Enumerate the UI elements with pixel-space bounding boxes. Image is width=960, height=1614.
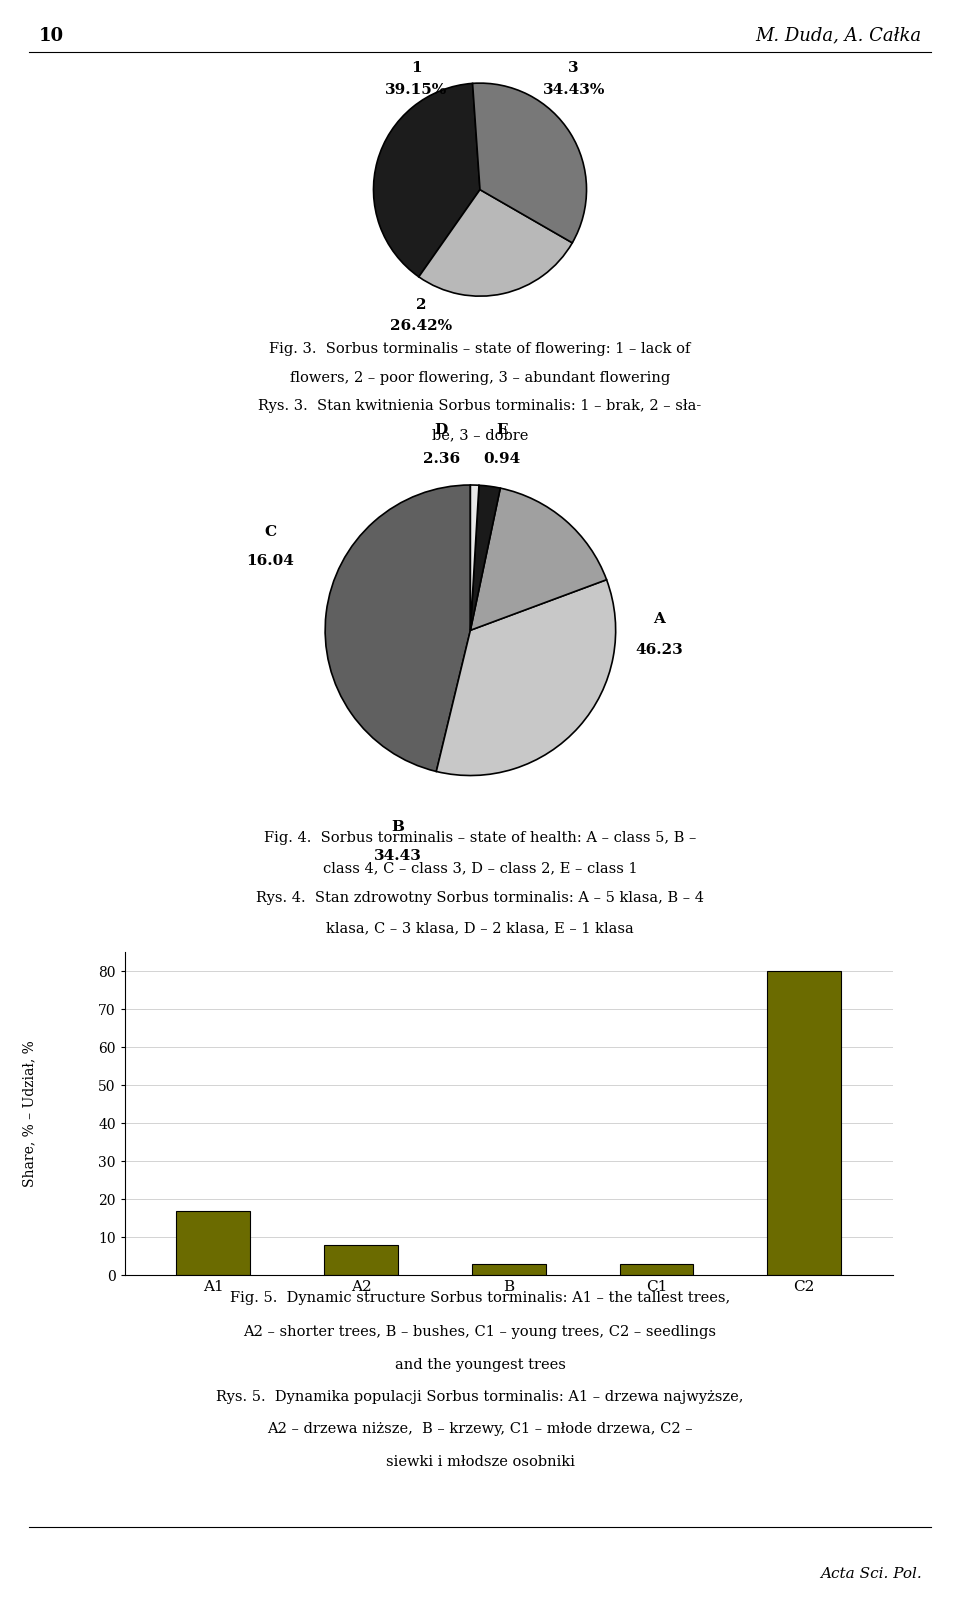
Text: Acta Sci. Pol.: Acta Sci. Pol.: [820, 1567, 922, 1580]
Bar: [472, 1264, 545, 1275]
Text: class 4, C – class 3, D – class 2, E – class 1: class 4, C – class 3, D – class 2, E – c…: [323, 860, 637, 875]
Text: 39.15%: 39.15%: [385, 82, 447, 97]
Text: M. Duda, A. Całka: M. Duda, A. Całka: [756, 26, 922, 45]
Text: 2: 2: [417, 299, 426, 312]
Bar: [324, 1244, 398, 1275]
Text: and the youngest trees: and the youngest trees: [395, 1357, 565, 1372]
Wedge shape: [436, 579, 615, 775]
Wedge shape: [470, 486, 500, 631]
Text: 10: 10: [38, 26, 63, 45]
Text: Rys. 3.  Stan kwitnienia Sorbus torminalis: 1 – brak, 2 – sła-: Rys. 3. Stan kwitnienia Sorbus torminali…: [258, 400, 702, 413]
Text: C: C: [264, 525, 276, 539]
Wedge shape: [470, 487, 607, 631]
Text: A2 – drzewa niższe,  B – krzewy, C1 – młode drzewa, C2 –: A2 – drzewa niższe, B – krzewy, C1 – mło…: [267, 1422, 693, 1436]
Text: 0.94: 0.94: [484, 452, 521, 466]
Wedge shape: [472, 84, 587, 242]
Wedge shape: [470, 484, 479, 631]
Text: Rys. 5.  Dynamika populacji Sorbus torminalis: A1 – drzewa najwyższe,: Rys. 5. Dynamika populacji Sorbus tormin…: [216, 1390, 744, 1404]
Text: A: A: [654, 612, 665, 626]
Text: D: D: [435, 423, 448, 437]
Text: 1: 1: [411, 61, 421, 76]
Text: 34.43%: 34.43%: [542, 82, 605, 97]
Text: 3: 3: [568, 61, 579, 76]
Bar: [177, 1210, 251, 1275]
Wedge shape: [373, 84, 480, 278]
Text: Fig. 4.  Sorbus torminalis – state of health: A – class 5, B –: Fig. 4. Sorbus torminalis – state of hea…: [264, 831, 696, 844]
Text: klasa, C – 3 klasa, D – 2 klasa, E – 1 klasa: klasa, C – 3 klasa, D – 2 klasa, E – 1 k…: [326, 922, 634, 935]
Text: Rys. 4.  Stan zdrowotny Sorbus torminalis: A – 5 klasa, B – 4: Rys. 4. Stan zdrowotny Sorbus torminalis…: [256, 891, 704, 905]
Text: E: E: [496, 423, 508, 437]
Bar: [767, 972, 841, 1275]
Text: flowers, 2 – poor flowering, 3 – abundant flowering: flowers, 2 – poor flowering, 3 – abundan…: [290, 371, 670, 386]
Text: 26.42%: 26.42%: [391, 320, 452, 332]
Bar: [619, 1264, 693, 1275]
Text: Fig. 3.  Sorbus torminalis – state of flowering: 1 – lack of: Fig. 3. Sorbus torminalis – state of flo…: [270, 342, 690, 357]
Text: B: B: [392, 820, 404, 834]
Text: siewki i młodsze osobniki: siewki i młodsze osobniki: [386, 1454, 574, 1469]
Wedge shape: [419, 189, 572, 295]
Wedge shape: [325, 484, 470, 771]
Text: 34.43: 34.43: [373, 849, 421, 863]
Text: A2 – shorter trees, B – bushes, C1 – young trees, C2 – seedlings: A2 – shorter trees, B – bushes, C1 – you…: [244, 1325, 716, 1340]
Text: 2.36: 2.36: [422, 452, 460, 466]
Text: 46.23: 46.23: [636, 642, 684, 657]
Text: be, 3 – dobre: be, 3 – dobre: [432, 428, 528, 442]
Text: Fig. 5.  Dynamic structure Sorbus torminalis: A1 – the tallest trees,: Fig. 5. Dynamic structure Sorbus tormina…: [229, 1291, 731, 1306]
Y-axis label: Share, % – Udział, %: Share, % – Udział, %: [22, 1041, 36, 1186]
Text: 16.04: 16.04: [246, 554, 294, 568]
